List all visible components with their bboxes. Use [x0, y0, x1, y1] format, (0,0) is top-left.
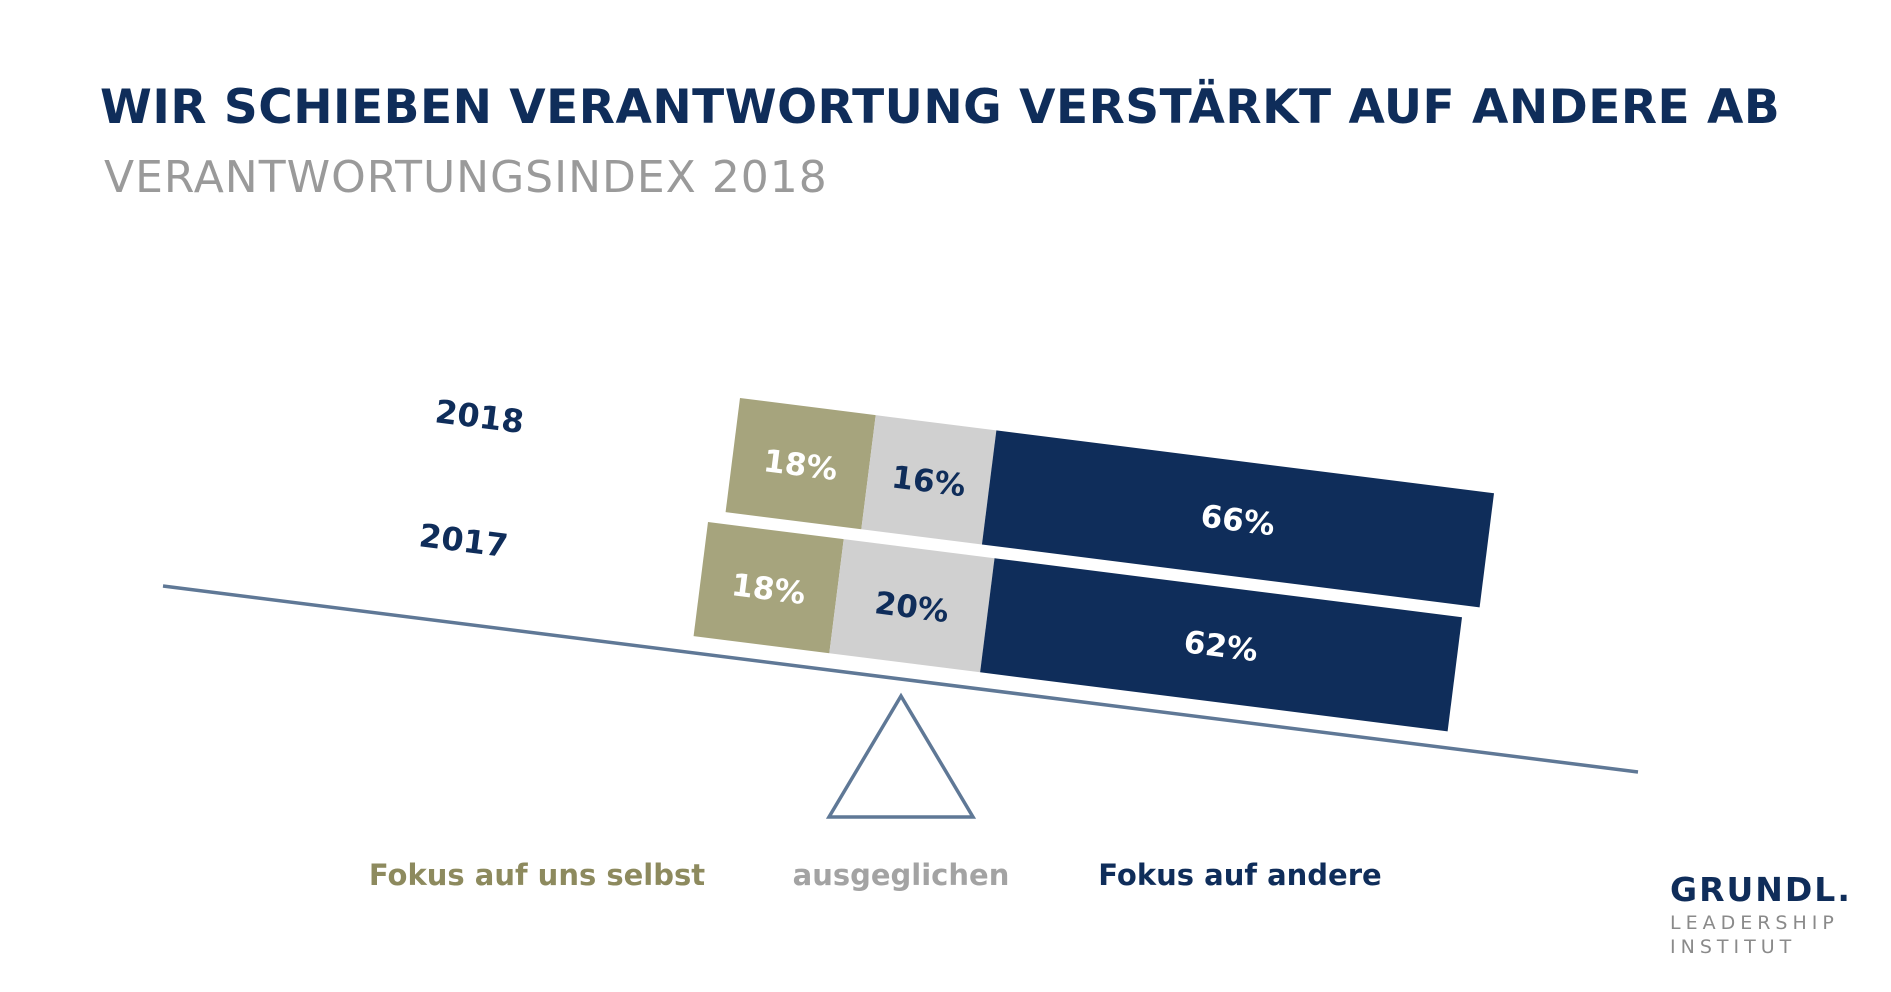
legend-item-1: ausgeglichen [793, 858, 1010, 892]
bar-group-2017: 18% 20%62% [693, 522, 1463, 732]
bar-segment-2018-1 [861, 415, 997, 545]
bar-segment-2017-2 [980, 558, 1463, 732]
logo-subline-1: LEADERSHIP [1670, 912, 1839, 934]
chart-title: WIR SCHIEBEN VERANTWORTUNG VERSTÄRKT AUF… [100, 80, 1781, 135]
legend-item-2: Fokus auf andere [1098, 858, 1381, 892]
logo-subline-2: INSTITUT [1670, 935, 1797, 958]
scale-beam [162, 584, 1639, 774]
scale-fulcrum [825, 692, 977, 819]
chart-subtitle: VERANTWORTUNGSINDEX 2018 [104, 152, 828, 203]
category-label-2017: 2017 [417, 516, 510, 565]
bar-segment-2017-0 [693, 522, 844, 654]
bar-segment-2017-1 [829, 539, 995, 673]
seesaw-scale [162, 584, 1639, 819]
stacked-bars: 18% 16%66% 2018 18% 20%62% 2017 [417, 392, 1495, 732]
category-label-2018: 2018 [433, 392, 526, 441]
legend: Fokus auf uns selbst ausgeglichen Fokus au… [369, 858, 1382, 892]
logo: GRUNDL. LEADERSHIP INSTITUT [1670, 873, 1870, 960]
bar-segment-2018-2 [981, 430, 1495, 608]
logo-main-text: GRUNDL. [1670, 870, 1852, 909]
bar-group-2018: 18% 16%66% [725, 398, 1495, 608]
legend-item-0: Fokus auf uns selbst [369, 858, 705, 892]
bar-segment-2018-0 [725, 398, 876, 530]
